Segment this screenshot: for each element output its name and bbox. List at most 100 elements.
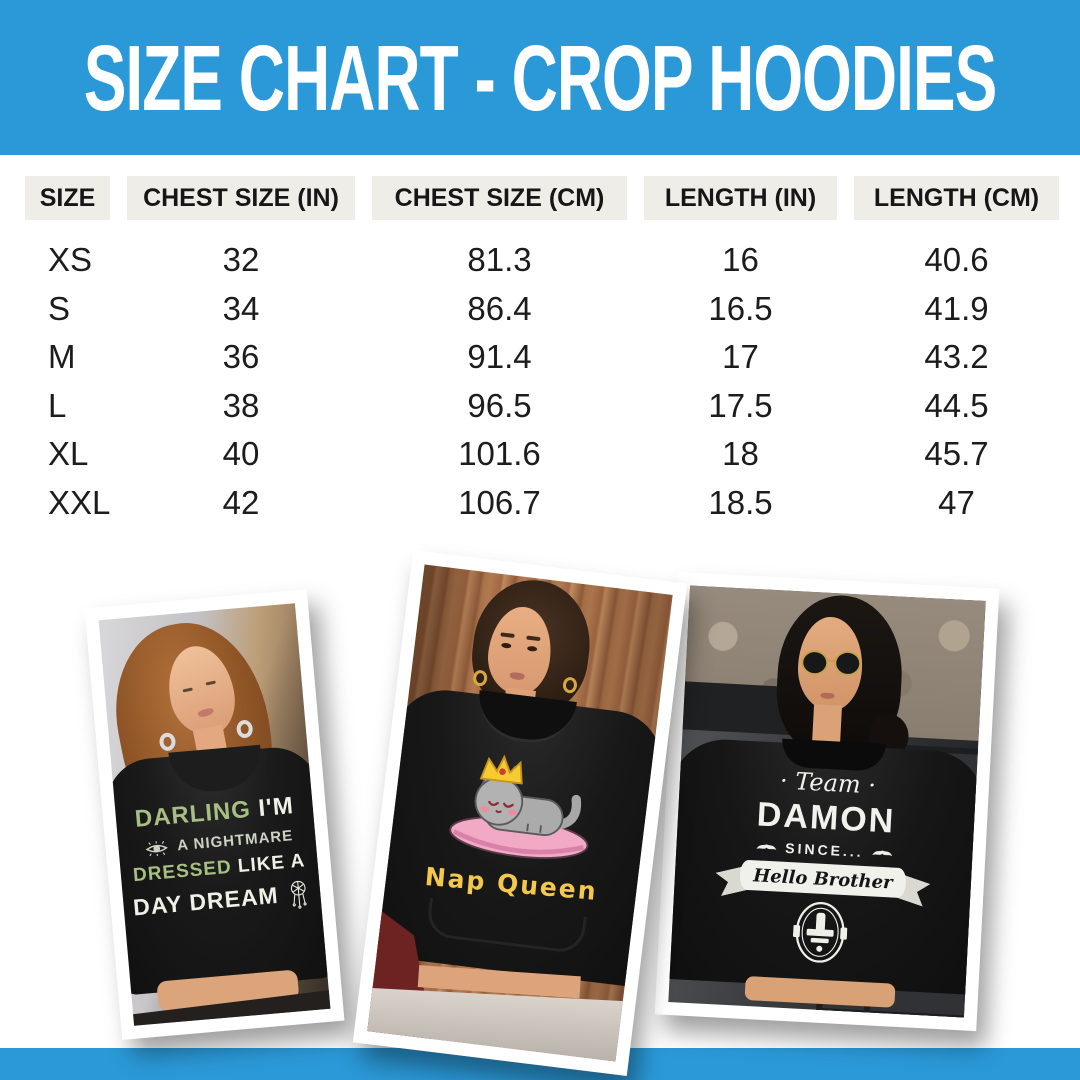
chest-in-cell: 40 — [222, 435, 260, 473]
eye — [526, 645, 538, 652]
hoop-earring-icon — [158, 732, 177, 752]
size-cell: L — [48, 386, 67, 424]
lips — [820, 692, 835, 700]
model-hair — [465, 573, 598, 719]
team-script-text: · Team · — [779, 766, 877, 800]
hoodie-graphic: · Team · DAMON SINCE... Hello Brother — [670, 761, 976, 976]
hoodie-text-line: DAY DREAM — [123, 878, 322, 925]
chest-in-cell: 34 — [222, 289, 260, 327]
photo-nap-queen: Nap Queen — [352, 550, 688, 1076]
pillow-illustration — [449, 816, 589, 859]
lips — [509, 671, 526, 681]
eyebrow — [526, 635, 541, 642]
dreamcatcher-icon — [290, 880, 307, 909]
eye — [501, 642, 512, 649]
model-midriff — [156, 969, 300, 1012]
hoodie-text-line: A NIGHTMARE — [118, 825, 316, 859]
hood — [474, 690, 577, 748]
bird-icon — [872, 850, 893, 857]
table-header-row: SIZE CHEST SIZE (IN) CHEST SIZE (CM) LEN… — [25, 176, 1060, 220]
header-banner: SIZE CHART - CROP HOODIES — [0, 0, 1080, 155]
size-cell: XXL — [48, 483, 111, 521]
damon-wordmark: DAMON — [756, 795, 897, 841]
photo-darling-daydream: DARLING I'M A NIGHTMARE DRESSED LIKE A D… — [84, 589, 345, 1040]
pants — [127, 989, 331, 1026]
sunglasses-icon — [800, 649, 829, 676]
crop-hoodie — [103, 743, 331, 996]
chest-in-cell: 36 — [222, 338, 260, 376]
photo-team-damon: · Team · DAMON SINCE... Hello Brother — [654, 571, 1000, 1032]
model-midriff — [744, 975, 896, 1008]
hoop-earring-icon — [472, 669, 489, 687]
length-in-cell: 17.5 — [708, 386, 773, 424]
page-title: SIZE CHART - CROP HOODIES — [83, 25, 998, 130]
size-cell: S — [48, 289, 71, 327]
chest-cm-cell: 86.4 — [467, 289, 532, 327]
length-in-cell: 18 — [722, 435, 759, 473]
chest-in-cell: 32 — [222, 241, 260, 279]
word-darling: DARLING — [133, 795, 253, 833]
crop-hoodie — [668, 736, 986, 996]
hood — [780, 738, 887, 772]
ribbon-tail — [889, 872, 931, 906]
size-cell: XL — [48, 435, 89, 473]
chest-cm-cell: 96.5 — [467, 386, 532, 424]
size-cell: M — [48, 338, 76, 376]
ribbon-banner: Hello Brother — [717, 858, 928, 901]
cat-tail — [549, 794, 582, 830]
chest-in-cell: 38 — [222, 386, 260, 424]
length-cm-cell: 45.7 — [924, 435, 989, 473]
model-neck — [502, 687, 536, 721]
cat-body — [483, 793, 564, 836]
table-row-xxl: XXL 42 106.7 18.5 47 — [25, 479, 1060, 528]
length-in-cell: 17 — [722, 338, 759, 376]
word-im: I'M — [257, 792, 295, 823]
nap-queen-cat-illustration — [449, 754, 589, 859]
stone-wall — [682, 585, 986, 741]
dark-beam — [682, 681, 822, 737]
model-photo-1: DARLING I'M A NIGHTMARE DRESSED LIKE A D… — [98, 603, 331, 1026]
eyebrow — [500, 632, 515, 638]
table-row-m: M 36 91.4 17 43.2 — [25, 333, 1060, 382]
crest-icon — [792, 901, 848, 963]
since-label: SINCE... — [784, 839, 865, 860]
hoodie-text-line: DARLING I'M — [115, 790, 314, 835]
footer-bar — [0, 1048, 1080, 1080]
hoodie-graphic — [430, 738, 611, 875]
chest-cm-cell: 106.7 — [458, 483, 541, 521]
line-daydream: DAY DREAM — [132, 881, 280, 921]
length-cm-cell: 40.6 — [924, 241, 989, 279]
table-row-xs: XS 32 81.3 16 40.6 — [25, 236, 1060, 285]
dark-door — [815, 741, 982, 1018]
banner-text: Hello Brother — [752, 864, 894, 894]
model-photo-3: · Team · DAMON SINCE... Hello Brother — [668, 585, 986, 1018]
table-body: XS 32 81.3 16 40.6 S 34 86.4 16.5 41.9 M… — [25, 236, 1060, 527]
hoodie-text-line: DRESSED LIKE A — [120, 849, 318, 888]
cat-head — [474, 777, 524, 826]
model-neck — [192, 724, 230, 766]
nap-queen-caption: Nap Queen — [423, 861, 599, 906]
word-like-a: LIKE A — [237, 850, 307, 878]
ribbon-center: Hello Brother — [739, 859, 907, 899]
eye — [205, 680, 216, 686]
model-photo-2: Nap Queen — [367, 564, 673, 1062]
model-midriff — [417, 965, 581, 999]
sunglasses-bridge — [827, 658, 836, 663]
crest-wrap — [670, 893, 969, 976]
maroon-wall-corner — [367, 907, 450, 1045]
hoop-earring-icon — [235, 719, 254, 739]
model-hair — [100, 610, 294, 875]
model-neck — [811, 704, 843, 750]
column-header-chest-in: CHEST SIZE (IN) — [127, 176, 355, 220]
size-table: SIZE CHEST SIZE (IN) CHEST SIZE (CM) LEN… — [25, 176, 1060, 527]
model-hair — [773, 592, 906, 759]
length-cm-cell: 41.9 — [924, 289, 989, 327]
size-cell: XS — [48, 241, 93, 279]
hoodie-graphic: DARLING I'M A NIGHTMARE DRESSED LIKE A D… — [115, 790, 322, 925]
model-face — [160, 640, 242, 742]
table-row-s: S 34 86.4 16.5 41.9 — [25, 285, 1060, 334]
table-row-l: L 38 96.5 17.5 44.5 — [25, 382, 1060, 431]
column-header-length-in: LENGTH (IN) — [644, 176, 837, 220]
